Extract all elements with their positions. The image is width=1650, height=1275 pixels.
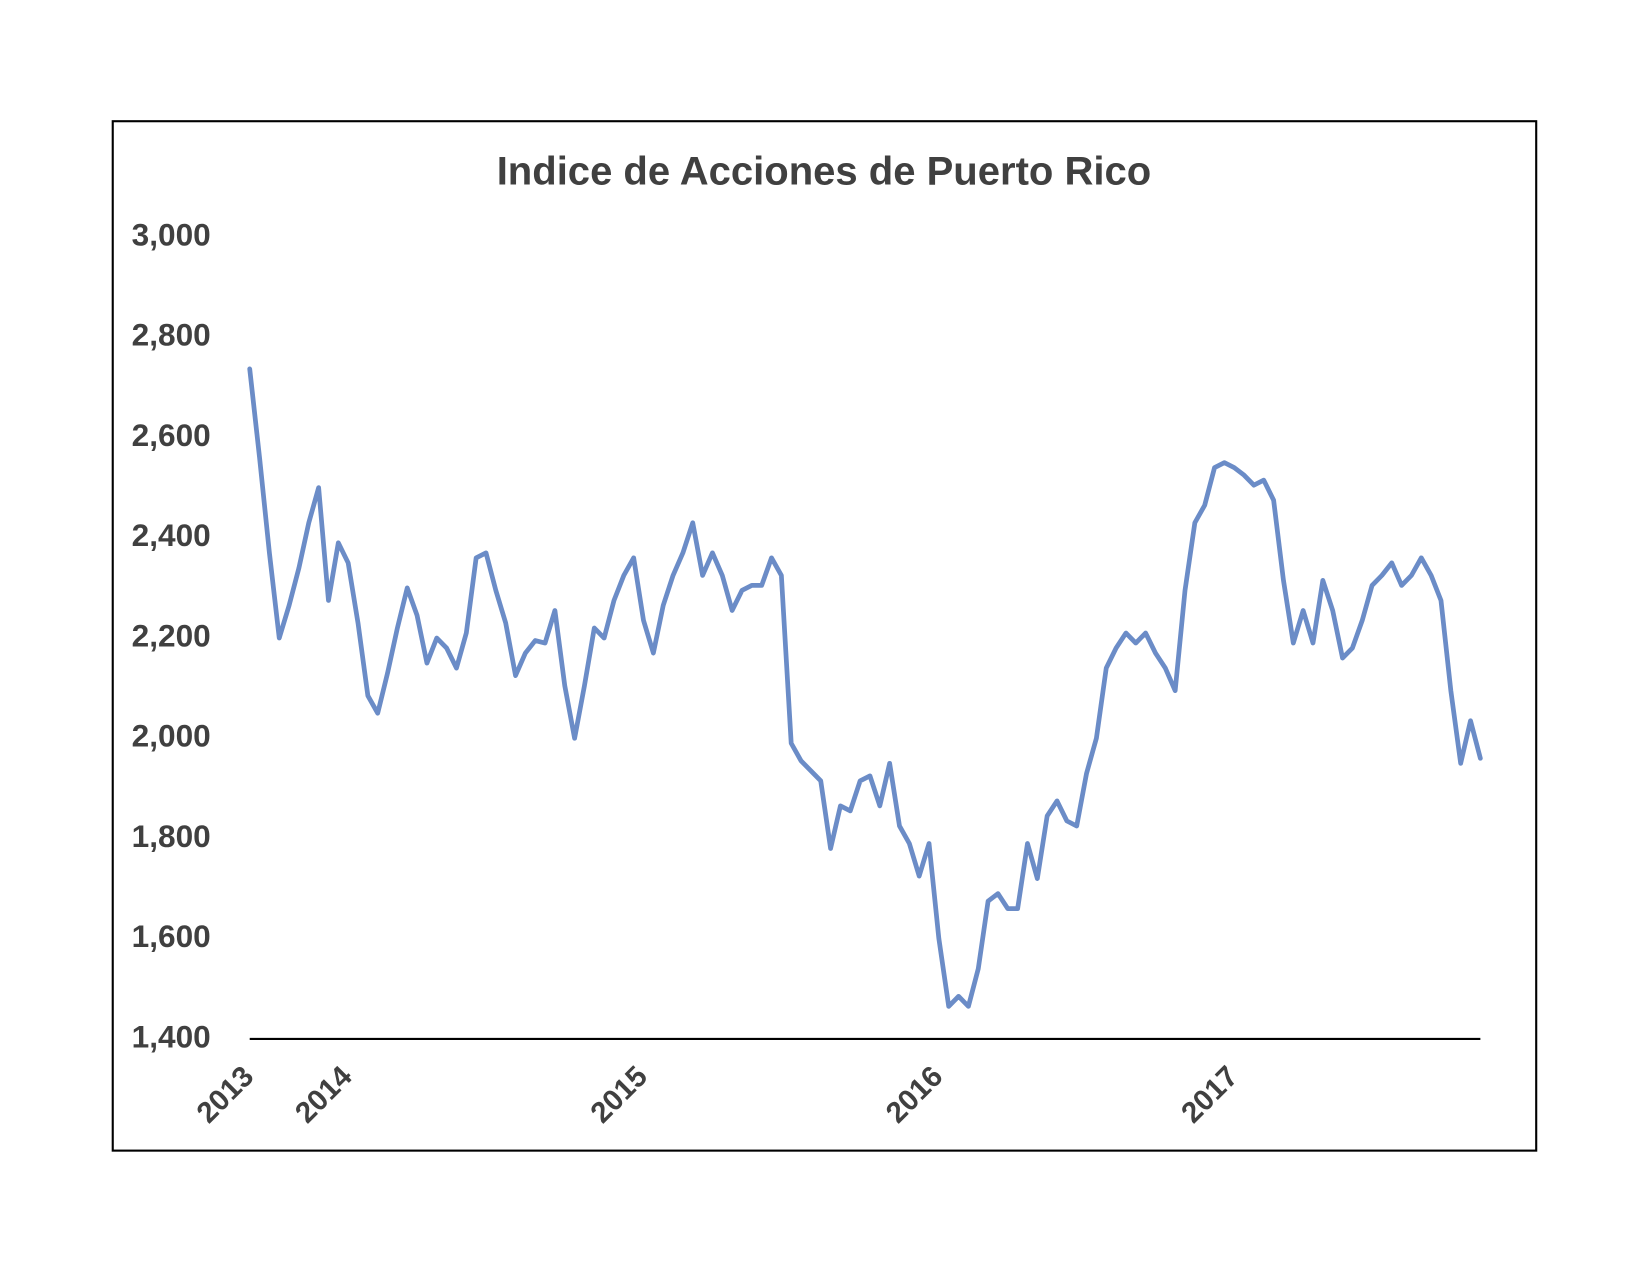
chart-title: Indice de Acciones de Puerto Rico <box>497 149 1152 193</box>
y-tick-label: 2,000 <box>132 718 211 754</box>
y-tick-label: 2,800 <box>132 317 211 353</box>
y-tick-label: 1,400 <box>132 1018 211 1054</box>
y-tick-label: 2,200 <box>132 617 211 653</box>
y-tick-label: 2,400 <box>132 517 211 553</box>
data-line <box>247 366 1483 1009</box>
y-tick-label: 2,600 <box>132 417 211 453</box>
chart-frame <box>111 120 1538 1152</box>
y-tick-label: 1,600 <box>132 918 211 954</box>
y-tick-label: 1,800 <box>132 818 211 854</box>
y-tick-label: 3,000 <box>132 216 211 252</box>
